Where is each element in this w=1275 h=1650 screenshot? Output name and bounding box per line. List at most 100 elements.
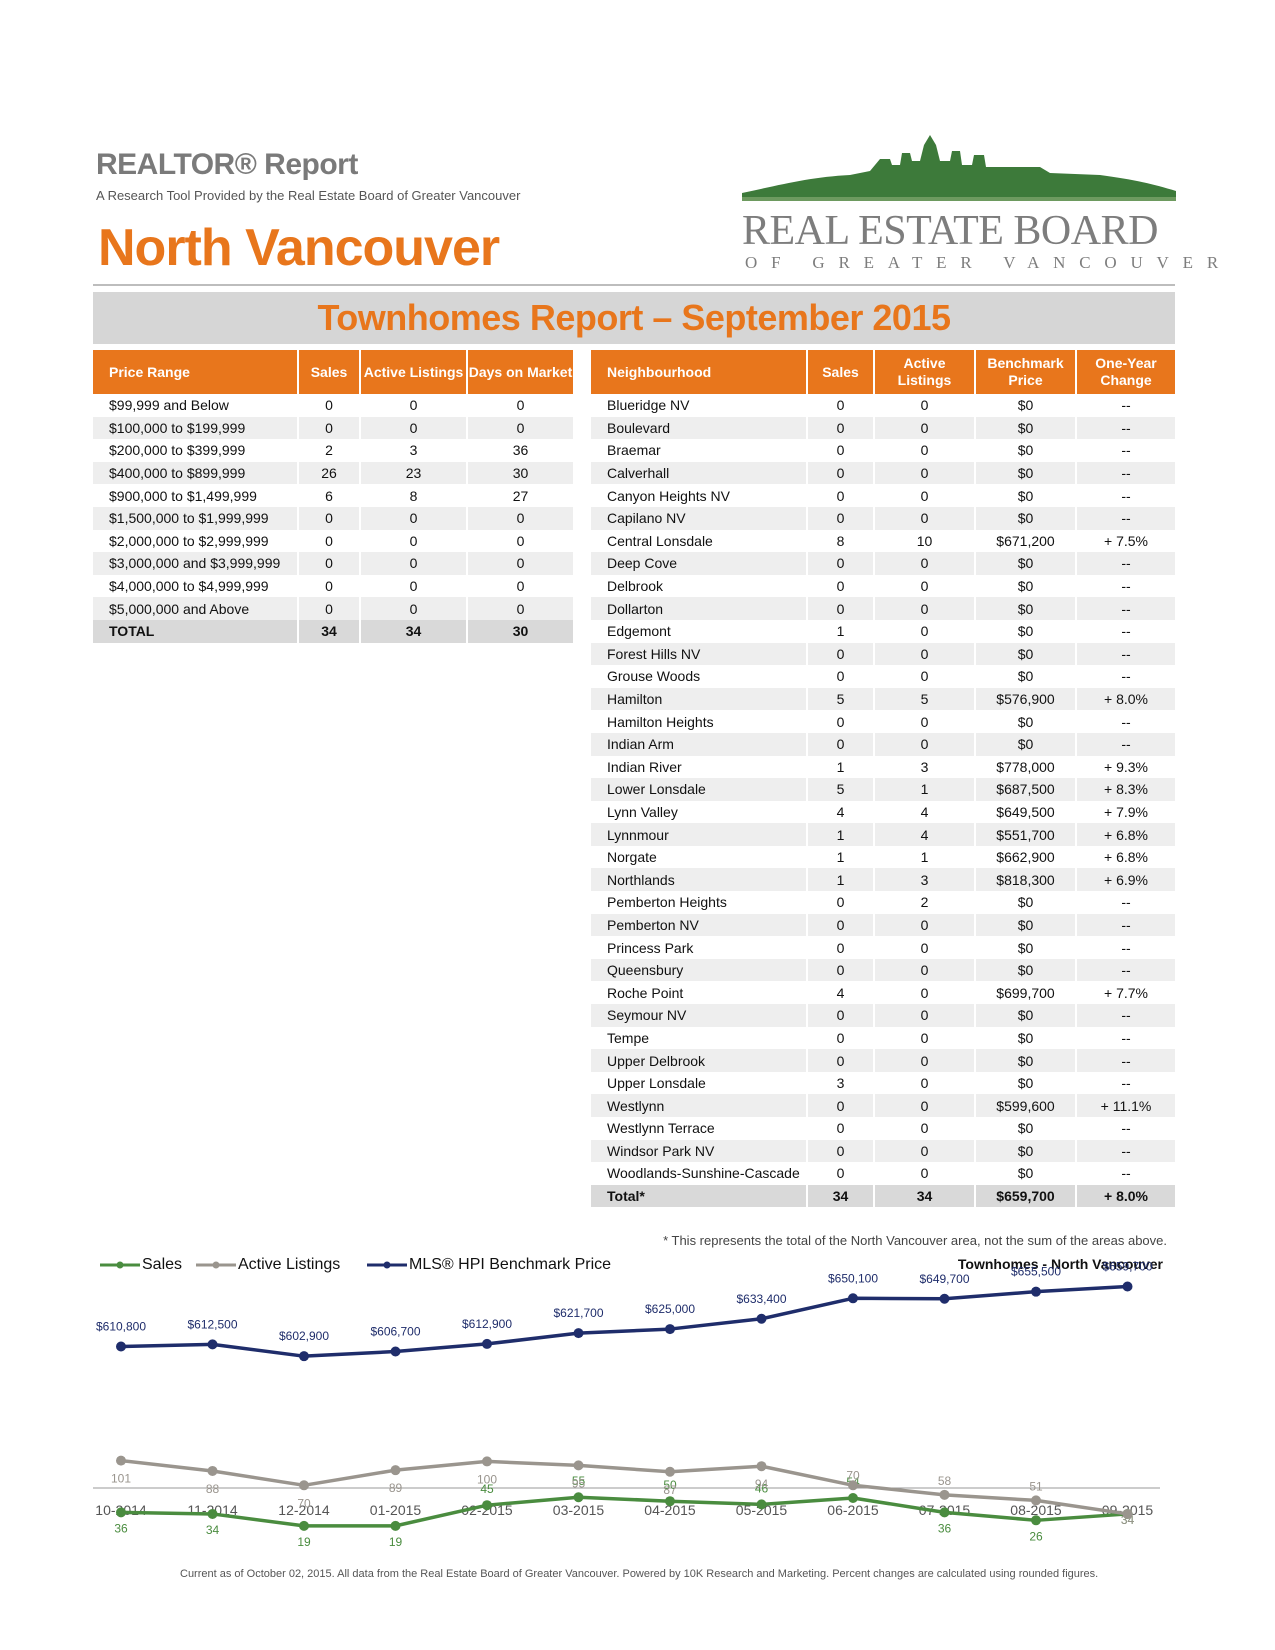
- table-cell: $3,000,000 and $3,999,999: [93, 552, 299, 575]
- table-cell: 0: [874, 936, 976, 959]
- table-cell: 0: [298, 552, 361, 575]
- sales-data-label: 19: [297, 1535, 311, 1549]
- table-row: Central Lonsdale 8 10 $671,200 + 7.5%: [591, 529, 1175, 553]
- table-cell: 0: [807, 913, 875, 937]
- table-cell: $0: [975, 484, 1077, 507]
- table-cell: --: [1121, 1029, 1131, 1046]
- table-cell: 0: [467, 416, 573, 440]
- x-tick-label: 10-2014: [95, 1502, 147, 1518]
- benchmark-price-point: [390, 1346, 401, 1357]
- benchmark-price-data-label: $621,700: [553, 1306, 603, 1320]
- hood-table-header-4: One-Year Change: [1076, 350, 1175, 394]
- active-listings-data-label: 70: [846, 1468, 860, 1482]
- table-cell: --: [1121, 487, 1131, 504]
- table-row: Lynn Valley 4 4 $649,500 + 7.9%: [591, 800, 1175, 824]
- table-cell: + 6.8%: [1104, 849, 1148, 866]
- table-cell: $5,000,000 and Above: [93, 597, 299, 620]
- table-cell: Dollarton: [591, 597, 808, 620]
- table-cell: 0: [360, 552, 468, 575]
- table-row: Upper Lonsdale 3 0 $0 --: [591, 1071, 1175, 1095]
- table-cell: Indian River: [591, 755, 808, 779]
- table-cell: $400,000 to $899,999: [93, 461, 299, 485]
- table-cell: Edgemont: [591, 619, 808, 643]
- table-cell: 0: [807, 484, 875, 507]
- table-cell: 0: [516, 397, 525, 414]
- table-cell: 0: [874, 1004, 976, 1027]
- header-divider: [93, 284, 1175, 286]
- table-cell: Westlynn Terrace: [591, 1117, 808, 1140]
- benchmark-price-point: [482, 1338, 492, 1349]
- table-cell: 0: [807, 416, 875, 440]
- table-cell: Pemberton Heights: [591, 891, 808, 914]
- price-range-table: Price Range Sales Active Listings Days on M…: [93, 350, 573, 643]
- table-cell: 0: [298, 506, 361, 530]
- table-row: Westlynn Terrace 0 0 $0 --: [591, 1117, 1175, 1140]
- table-cell: 0: [807, 665, 875, 688]
- table-cell: 0: [807, 439, 875, 462]
- table-row: $900,000 to $1,499,999 6 8 27: [93, 484, 573, 507]
- table-cell: 0: [807, 1117, 875, 1140]
- x-tick-label: 02-2015: [461, 1502, 513, 1518]
- table-row: Capilano NV 0 0 $0 --: [591, 506, 1175, 530]
- table-cell: 30: [467, 461, 573, 485]
- table-row: Edgemont 1 0 $0 --: [591, 619, 1175, 643]
- legend-sales-swatch: [100, 1261, 140, 1269]
- table-cell: $0: [975, 574, 1077, 598]
- legend-active-listings: Active Listings: [196, 1256, 340, 1274]
- table-row: Lower Lonsdale 5 1 $687,500 + 8.3%: [591, 778, 1175, 801]
- table-row: Deep Cove 0 0 $0 --: [591, 552, 1175, 575]
- table-cell: 0: [874, 574, 976, 598]
- sales-data-label: 54: [846, 1475, 860, 1489]
- active-listings-point: [756, 1461, 767, 1472]
- table-cell: 30: [467, 619, 573, 643]
- table-cell: 0: [807, 732, 875, 756]
- table-cell: $2,000,000 to $2,999,999: [93, 529, 299, 553]
- table-row: Dollarton 0 0 $0 --: [591, 597, 1175, 620]
- sales-data-label: 36: [938, 1521, 952, 1535]
- benchmark-price-point: [665, 1324, 675, 1335]
- table-row: Queensbury 0 0 $0 --: [591, 958, 1175, 982]
- table-cell: Windsor Park NV: [591, 1139, 808, 1163]
- table-cell: Woodlands-Sunshine-Cascade: [591, 1162, 808, 1185]
- price-table-header-2: Active Listings: [360, 350, 468, 394]
- table-row: Seymour NV 0 0 $0 --: [591, 1004, 1175, 1027]
- active-listings-data-label: 95: [572, 1476, 586, 1490]
- table-cell: 0: [298, 574, 361, 598]
- table-cell: --: [1076, 1049, 1175, 1072]
- table-cell: 0: [874, 665, 976, 688]
- table-cell: $0: [975, 732, 1077, 756]
- sales-point: [573, 1492, 584, 1503]
- x-tick-label: 11-2014: [187, 1502, 238, 1518]
- benchmark-price-data-label: $612,500: [187, 1317, 237, 1331]
- table-cell: + 8.3%: [1076, 778, 1175, 801]
- area-title: North Vancouver: [98, 219, 500, 277]
- hood-table-header-1: Sales: [807, 350, 875, 394]
- table-cell: 0: [874, 439, 976, 462]
- table-cell: 3: [874, 868, 976, 892]
- table-cell: --: [1076, 1004, 1175, 1027]
- sales-data-label: 34: [206, 1523, 220, 1537]
- table-cell: Hamilton: [591, 687, 808, 711]
- table-cell: Delbrook: [591, 574, 808, 598]
- table-cell: + 7.5%: [1104, 532, 1148, 549]
- hood-table-header-0: Neighbourhood: [591, 350, 808, 394]
- table-cell: 34: [360, 619, 468, 643]
- table-cell: 3: [360, 439, 468, 462]
- table-cell: --: [1076, 461, 1175, 485]
- table-row: $99,999 and Below 0 0 0: [93, 394, 573, 417]
- table-cell: --: [1121, 442, 1131, 459]
- benchmark-price-point: [299, 1351, 309, 1362]
- table-cell: --: [1076, 506, 1175, 530]
- table-row: Hamilton Heights 0 0 $0 --: [591, 710, 1175, 733]
- table-cell: 0: [874, 506, 976, 530]
- table-row: Westlynn 0 0 $599,600 + 11.1%: [591, 1094, 1175, 1117]
- table-cell: $0: [975, 1026, 1077, 1050]
- table-cell: Queensbury: [591, 958, 808, 982]
- table-cell: --: [1121, 397, 1131, 414]
- table-cell: $0: [975, 913, 1077, 937]
- legend-active-label: Active Listings: [238, 1256, 341, 1273]
- table-cell: 0: [807, 394, 875, 417]
- active-listings-data-label: 100: [477, 1472, 497, 1486]
- x-tick-label: 05-2015: [736, 1502, 788, 1518]
- table-cell: Capilano NV: [591, 506, 808, 530]
